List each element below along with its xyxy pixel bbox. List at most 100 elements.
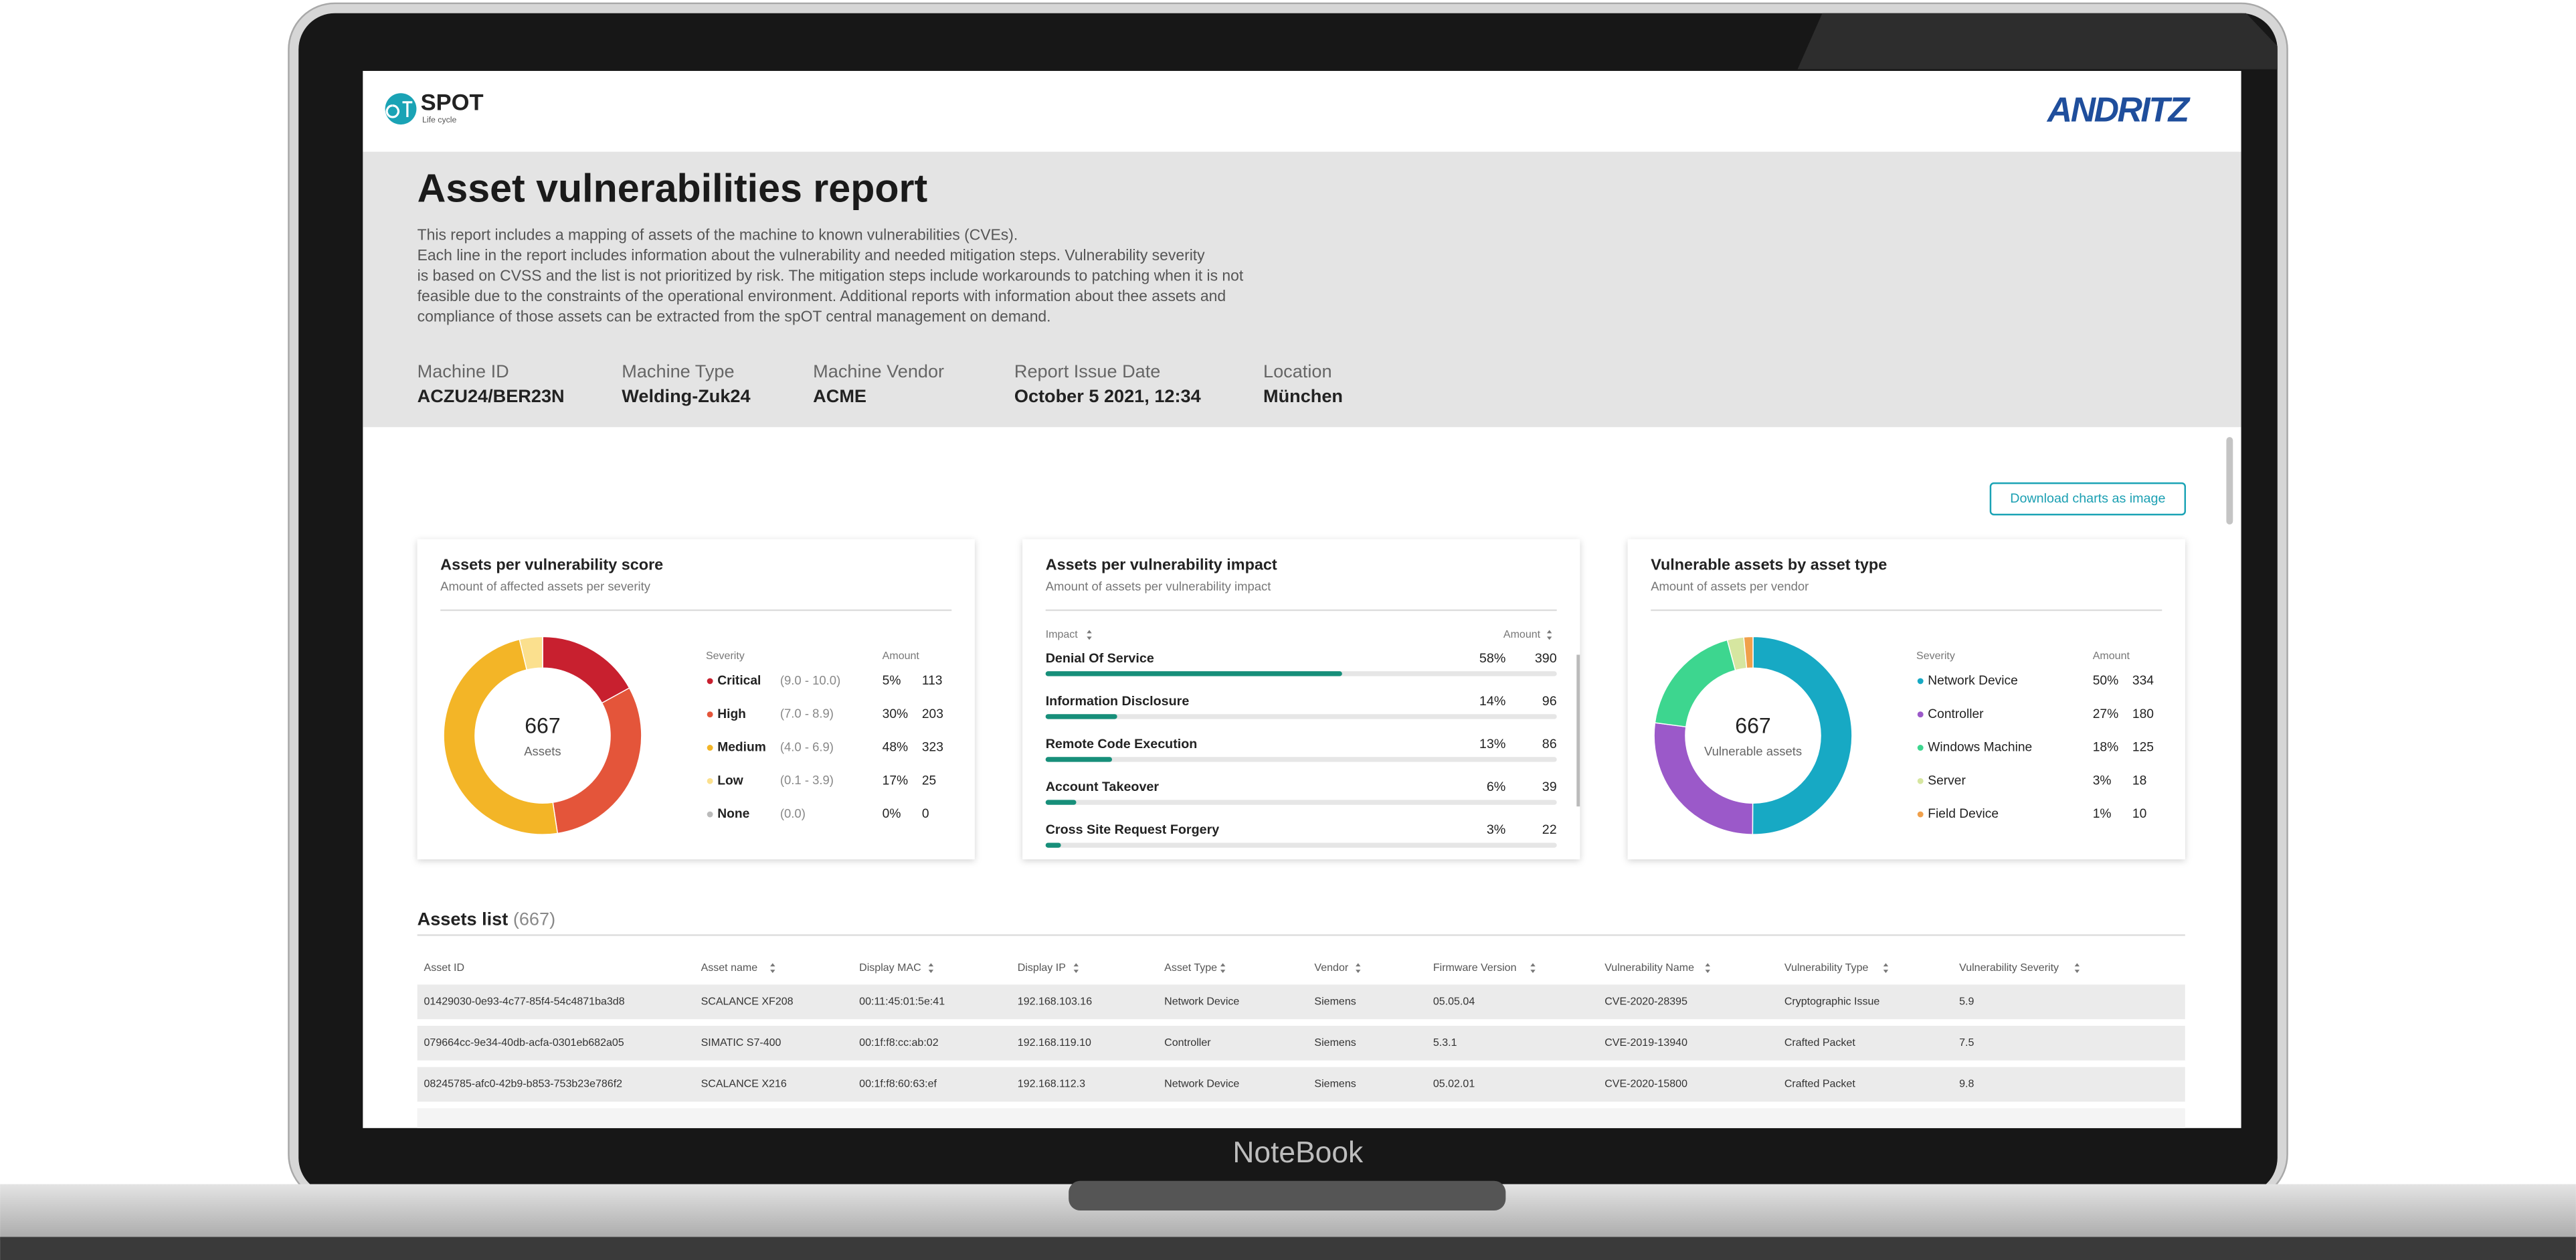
bar xyxy=(1045,714,1117,719)
impact-percent: 58% xyxy=(1479,651,1505,666)
sort-icon xyxy=(1546,630,1552,640)
logo-text: SPOT xyxy=(421,90,484,115)
legend-name: Low xyxy=(717,774,743,788)
table-cell: SCALANCE XF208 xyxy=(701,996,794,1008)
table-header: Vulnerability Type xyxy=(1784,962,1869,974)
meta-label: Machine Type xyxy=(622,361,734,381)
legend-header: Severity xyxy=(706,650,745,662)
impact-amount: 96 xyxy=(1542,694,1557,709)
legend-amount: 125 xyxy=(2132,741,2154,755)
table-cell: 00:1f:f8:60:63:ef xyxy=(859,1078,937,1090)
donut-segment xyxy=(1752,636,1853,835)
card-scrollbar xyxy=(1576,654,1580,807)
legend-name: Field Device xyxy=(1928,807,1999,821)
impact-amount: 39 xyxy=(1542,780,1557,794)
table-row-faded xyxy=(417,1108,2185,1128)
sort-icon xyxy=(1220,963,1226,974)
meta-label: Report Issue Date xyxy=(1014,361,1161,381)
legend-range: (0.1 - 3.9) xyxy=(780,773,834,787)
legend-header: Amount xyxy=(2093,650,2130,662)
meta-value: Welding-Zuk24 xyxy=(622,385,750,406)
table-header: Asset ID xyxy=(424,962,465,974)
meta-value: München xyxy=(1263,385,1343,406)
legend-amount: 113 xyxy=(922,674,943,688)
table-cell: Siemens xyxy=(1314,1078,1356,1090)
card-subtitle: Amount of affected assets per severity xyxy=(440,579,651,593)
table-cell: 079664cc-9e34-40db-acfa-0301eb682a05 xyxy=(424,1037,624,1049)
bar xyxy=(1045,671,1342,677)
table-cell: Crafted Packet xyxy=(1784,1037,1855,1049)
report-description: Each line in the report includes informa… xyxy=(418,246,1206,264)
table-cell: 5.3.1 xyxy=(1433,1037,1457,1049)
table-header: Firmware Version xyxy=(1433,962,1517,974)
report-description: feasible due to the constraints of the o… xyxy=(418,287,1226,304)
bar-track xyxy=(1045,842,1557,848)
sort-icon xyxy=(1356,963,1361,974)
impact-percent: 14% xyxy=(1479,694,1505,709)
card-title: Assets per vulnerability score xyxy=(440,556,663,573)
meta-value: October 5 2021, 12:34 xyxy=(1014,385,1201,406)
table-cell: Network Device xyxy=(1164,1078,1239,1090)
table-cell: Crafted Packet xyxy=(1784,1078,1855,1090)
report-title: Asset vulnerabilities report xyxy=(418,166,928,211)
impact-percent: 13% xyxy=(1479,737,1505,751)
impact-amount: 86 xyxy=(1542,737,1557,751)
hinge-notch xyxy=(1069,1180,1506,1211)
bar xyxy=(1045,842,1061,848)
legend-name: Server xyxy=(1928,774,1966,788)
table-cell: 5.9 xyxy=(1959,996,1974,1008)
table-cell: 192.168.103.16 xyxy=(1018,996,1092,1008)
table-cell: Siemens xyxy=(1314,1037,1356,1049)
table-cell: CVE-2020-15800 xyxy=(1604,1078,1687,1090)
table-cell: CVE-2020-28395 xyxy=(1604,996,1687,1008)
legend-dot xyxy=(707,778,713,784)
table-cell: 00:11:45:01:5e:41 xyxy=(859,996,945,1008)
download-button[interactable] xyxy=(1989,482,2187,516)
legend-range: (0.0) xyxy=(780,806,806,820)
legend-range: (7.0 - 8.9) xyxy=(780,707,834,721)
brand-logo: ANDRITZ xyxy=(2046,90,2191,128)
report-description: This report includes a mapping of assets… xyxy=(418,226,1018,243)
table-cell: Siemens xyxy=(1314,996,1356,1008)
top-bar xyxy=(363,70,2241,152)
impact-name: Information Disclosure xyxy=(1046,694,1190,709)
donut-segment xyxy=(552,687,642,834)
donut-center-label: Vulnerable assets xyxy=(1704,744,1802,758)
legend-name: Network Device xyxy=(1928,674,2018,688)
table-row[interactable] xyxy=(417,1026,2185,1061)
list-header: Amount xyxy=(1503,628,1541,640)
donut-center-value: 667 xyxy=(1735,713,1770,737)
bar xyxy=(1045,757,1113,762)
legend-name: Windows Machine xyxy=(1928,741,2032,755)
sort-icon xyxy=(928,963,934,974)
logo-icon xyxy=(385,93,417,125)
impact-name: Account Takeover xyxy=(1046,780,1160,794)
legend-dot xyxy=(707,811,713,818)
table-row[interactable] xyxy=(417,984,2185,1020)
card-title: Assets per vulnerability impact xyxy=(1046,556,1277,573)
legend-name: High xyxy=(717,707,746,721)
legend-amount: 10 xyxy=(2132,807,2146,821)
scrollbar xyxy=(2226,437,2233,525)
sort-icon xyxy=(1087,630,1092,640)
table-header: Display MAC xyxy=(859,962,921,974)
legend-dot xyxy=(707,678,713,685)
table-header: Asset name xyxy=(701,962,758,974)
meta-label: Machine Vendor xyxy=(813,361,944,381)
legend-amount: 203 xyxy=(922,707,943,721)
legend-percent: 18% xyxy=(2093,741,2118,755)
legend-dot xyxy=(1917,711,1924,718)
table-header: Vulnerability Severity xyxy=(1959,962,2059,974)
legend-dot xyxy=(1917,811,1924,818)
sort-icon xyxy=(1705,963,1710,974)
legend-percent: 27% xyxy=(2093,707,2118,721)
table-row[interactable] xyxy=(417,1067,2185,1102)
meta-label: Machine ID xyxy=(418,361,509,381)
logo-glyph xyxy=(385,101,413,118)
legend-percent: 1% xyxy=(2093,807,2112,821)
donut-segment xyxy=(443,638,559,835)
card-subtitle: Amount of assets per vulnerability impac… xyxy=(1046,579,1271,593)
table-cell: 9.8 xyxy=(1959,1078,1974,1090)
